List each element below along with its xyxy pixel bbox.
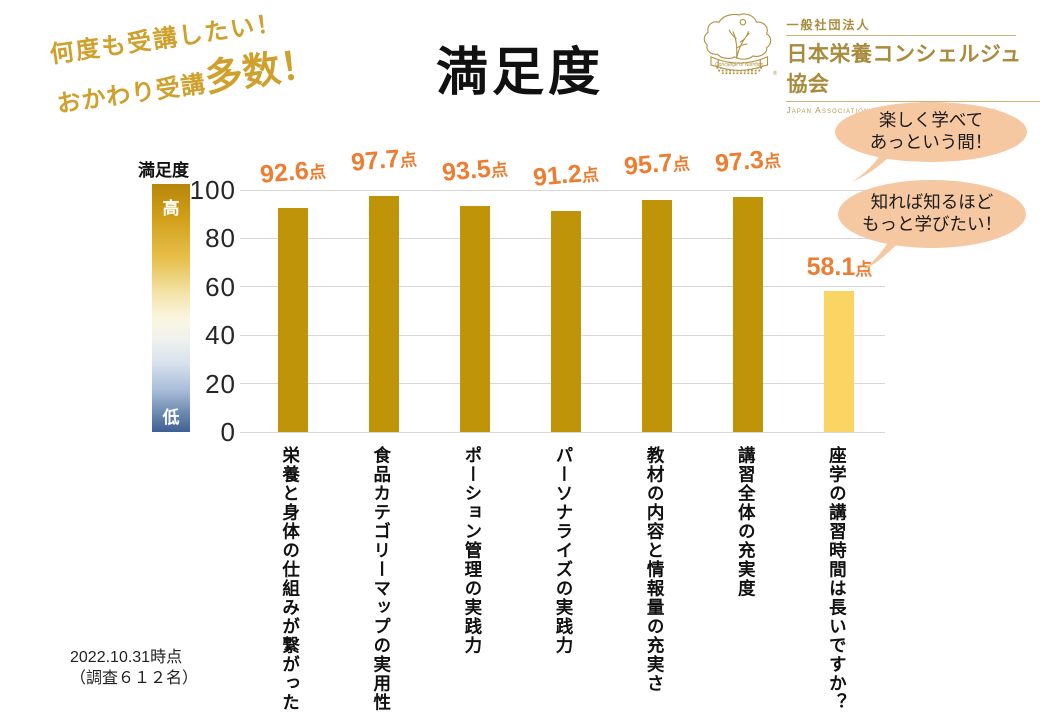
- legend-high-label: 高: [162, 199, 180, 218]
- survey-note: 2022.10.31時点 （調査６１２名）: [70, 648, 198, 690]
- value-unit: 点: [307, 162, 327, 183]
- category-label-4: パーソナライズの実践力: [554, 446, 574, 655]
- hand-note: 何度も受講したい！ おかわり受講多数！: [48, 0, 377, 127]
- category-label-2: 食品カテゴリーマップの実用性: [371, 446, 392, 712]
- y-axis-tick-label: 80: [205, 223, 236, 254]
- bar-6: [733, 196, 764, 432]
- speech-bubble-2: 知れば知るほど もっと学びたい！: [838, 180, 1026, 248]
- value-unit: 点: [489, 159, 509, 181]
- speech-bubble-1-line2: あっという間！: [869, 132, 993, 152]
- legend-gradient-bar: [152, 184, 190, 432]
- org-logo: Concierge of Nutrition ® 一般社団法人 日本栄養コンシェ…: [700, 8, 1040, 115]
- value-number: 92.6: [258, 156, 310, 189]
- y-axis-tick-label: 60: [205, 271, 236, 302]
- category-label-7: 座学の講習時間は長いですか？: [827, 446, 848, 712]
- category-label-5: 教材の内容と情報量の充実さ: [645, 446, 666, 693]
- logo-tree-icon: Concierge of Nutrition ®: [703, 13, 777, 77]
- speech-bubble-2-line1: 知れば知るほど: [870, 192, 994, 213]
- logo-banner-text: Concierge of Nutrition: [715, 62, 764, 68]
- logo-org-type: 一般社団法人: [786, 16, 1017, 36]
- value-unit: 点: [581, 165, 600, 186]
- value-unit: 点: [763, 150, 782, 172]
- speech-bubble-2-tail: [860, 236, 900, 272]
- y-axis-tick-label: 0: [220, 417, 236, 447]
- value-unit: 点: [398, 149, 418, 171]
- page-title: 満足度: [435, 44, 604, 102]
- speech-bubble-1-line1: 楽しく学べて: [878, 110, 984, 131]
- gridline-y100: [240, 189, 885, 191]
- value-number: 93.5: [440, 154, 492, 187]
- y-axis-tick-label: 100: [189, 175, 236, 205]
- value-number: 95.7: [623, 149, 675, 182]
- y-axis-tick-label: 20: [205, 368, 236, 399]
- speech-bubble-2-line2: もっと学びたい！: [862, 214, 1002, 234]
- bar-3: [459, 205, 490, 432]
- survey-sample-size: （調査６１２名）: [70, 669, 199, 687]
- legend-title: 満足度: [138, 161, 189, 180]
- value-number: 97.3: [714, 145, 766, 178]
- logo-registered-mark: ®: [773, 70, 777, 77]
- legend-low-label: 低: [162, 408, 180, 427]
- bar-2: [368, 195, 399, 432]
- bar-1: [277, 207, 308, 432]
- logo-org-name: 日本栄養コンシェルジュ協会: [786, 38, 1040, 102]
- speech-bubble-1-tail: [852, 150, 892, 182]
- value-number: 58.1: [806, 253, 856, 282]
- category-label-3: ポーション管理の実践力: [462, 446, 483, 655]
- category-label-6: 講習全体の充実度: [736, 446, 757, 598]
- hand-note-emphasis: 多数！: [202, 43, 321, 101]
- value-number: 97.7: [349, 144, 401, 177]
- bar-5: [642, 200, 673, 432]
- logo-text: 一般社団法人 日本栄養コンシェルジュ協会 Japan Association o…: [786, 16, 1040, 115]
- y-axis-tick-label: 40: [205, 320, 236, 351]
- gridline-y0: [240, 431, 885, 433]
- category-label-1: 栄養と身体の仕組みが繋がった: [280, 446, 301, 712]
- speech-bubble-1: 楽しく学べて あっという間！: [835, 102, 1027, 162]
- value-unit: 点: [672, 154, 691, 175]
- bar-7: [824, 291, 855, 432]
- value-number: 91.2: [532, 159, 583, 193]
- survey-date: 2022.10.31時点: [70, 649, 183, 666]
- bar-4: [551, 211, 581, 432]
